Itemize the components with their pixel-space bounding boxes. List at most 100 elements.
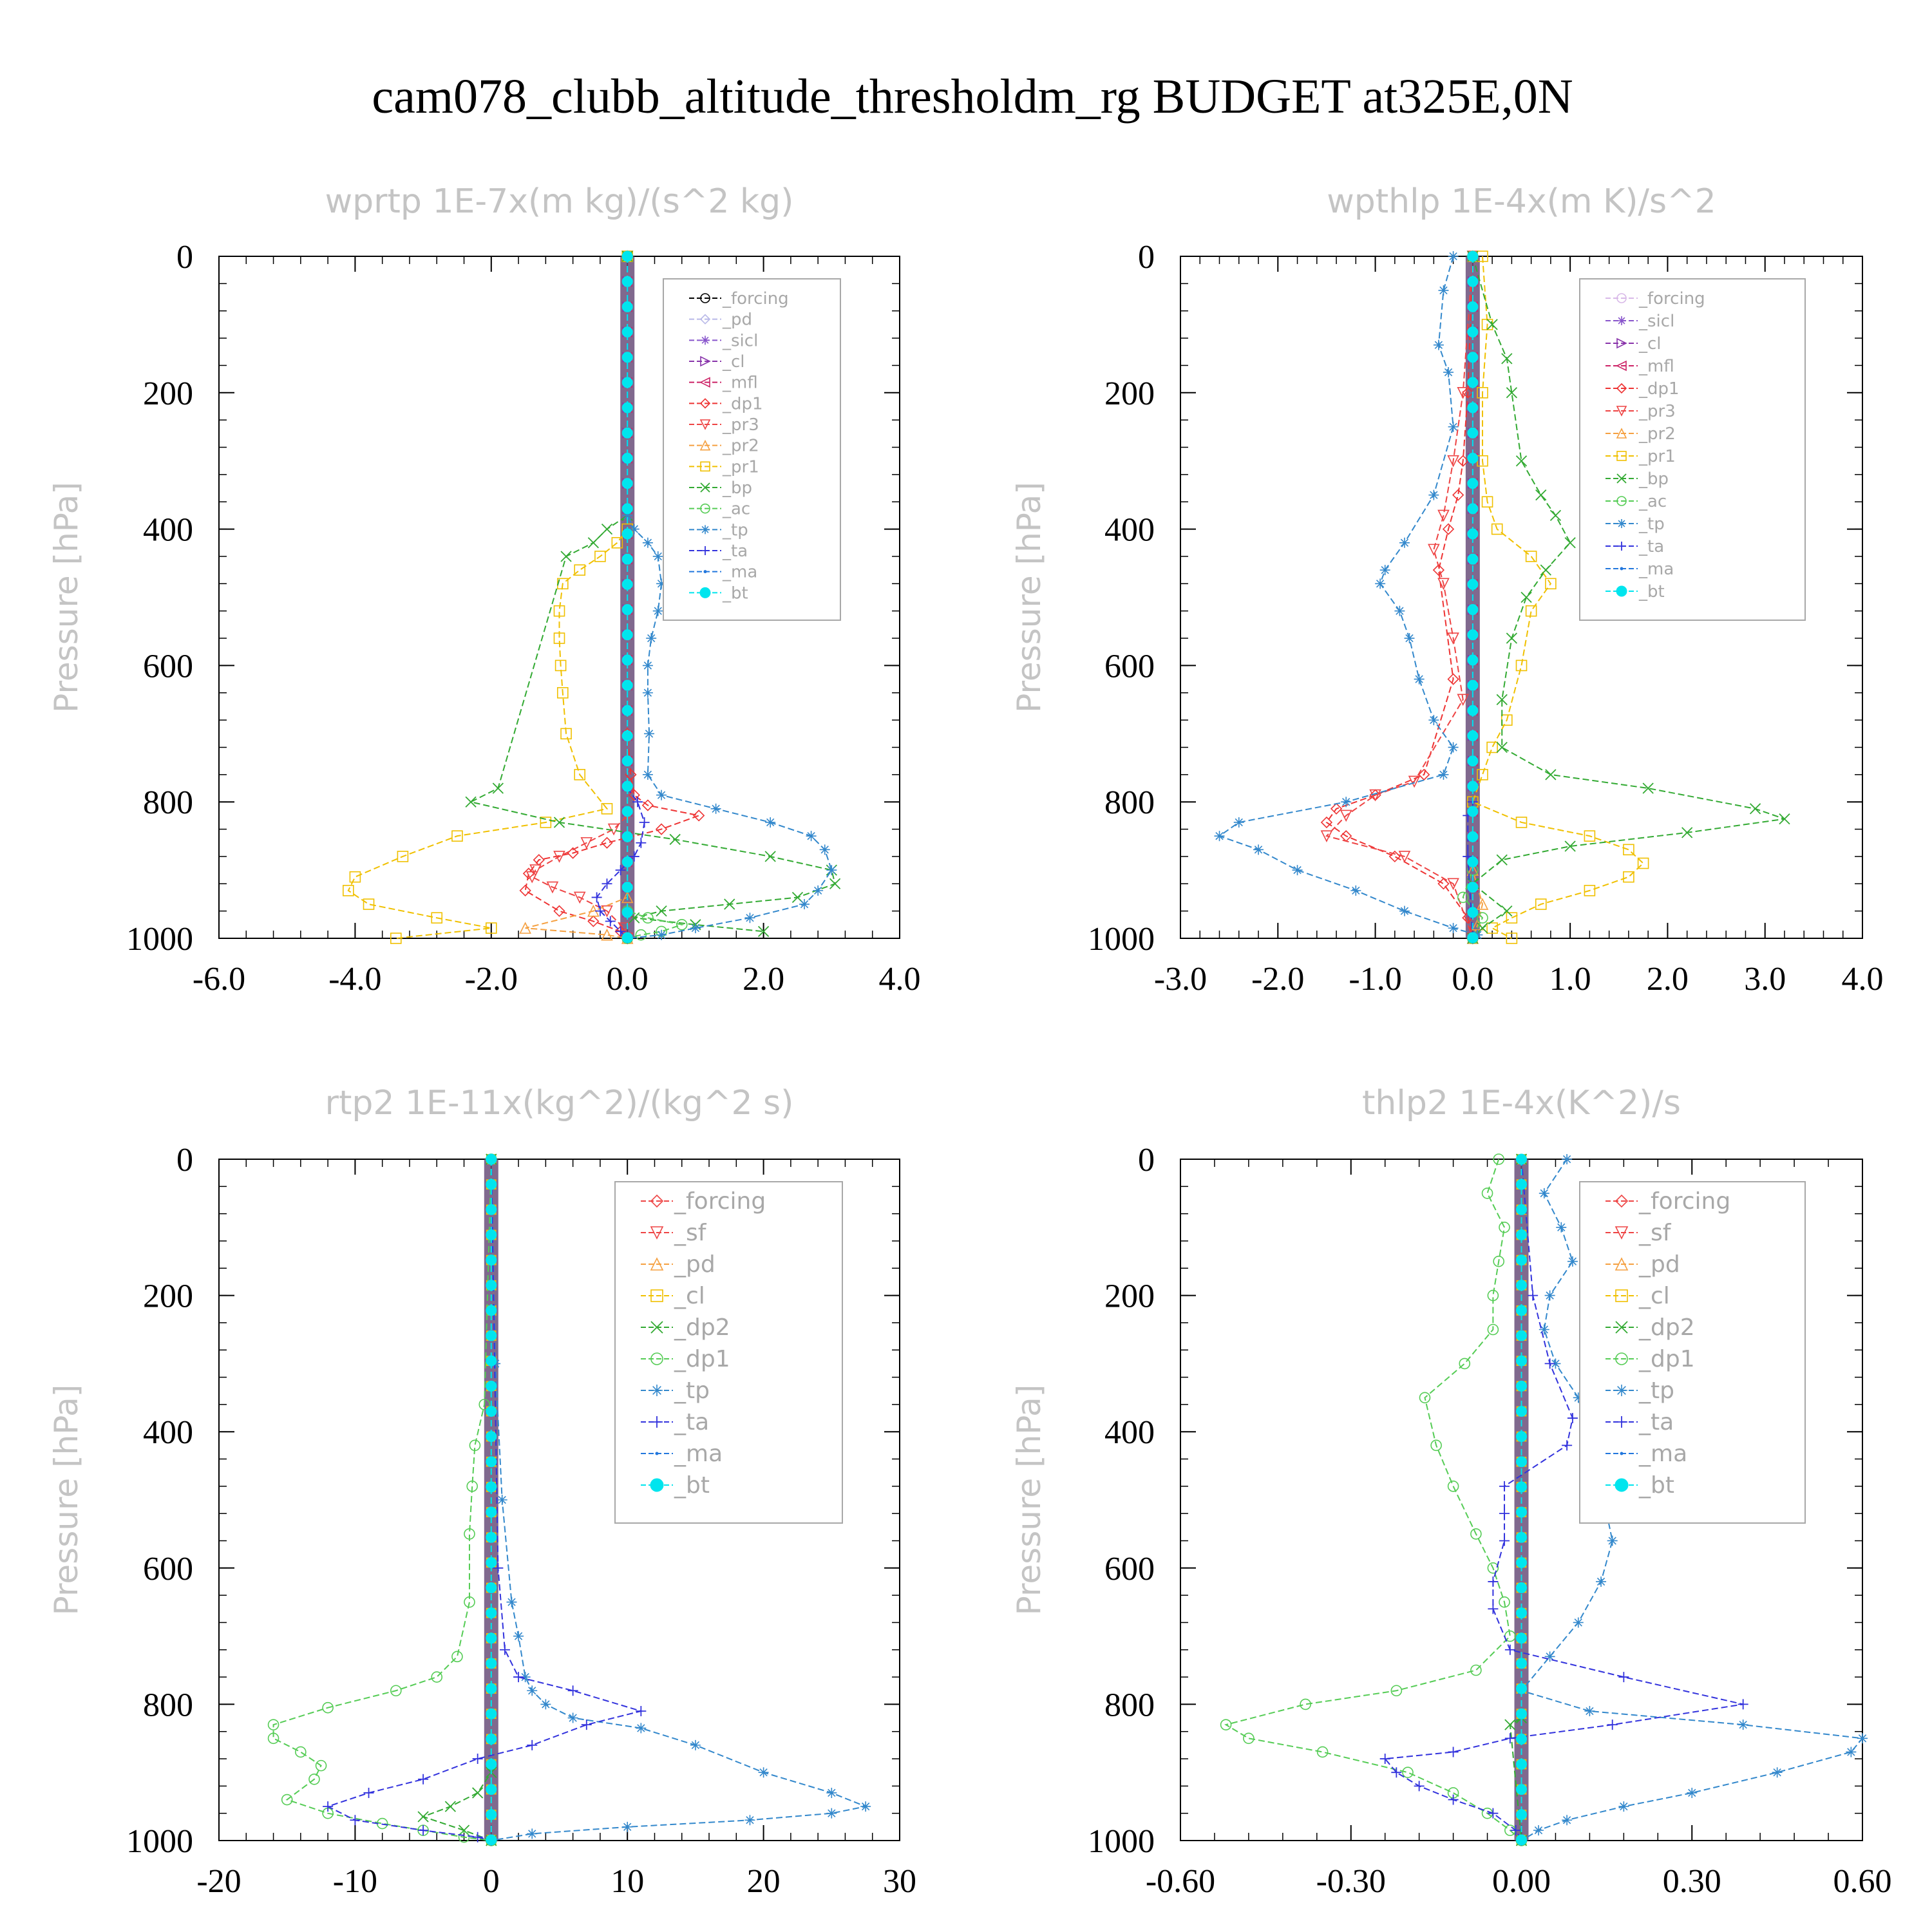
data-point [621, 705, 633, 716]
data-point [1388, 850, 1401, 863]
data-point [1504, 1733, 1515, 1744]
legend-item: _forcing [689, 289, 789, 308]
legend: _forcing _sf _pd _cl _dp2 _dp1 _tp _ta _ma _bt [614, 1181, 843, 1524]
data-point [1562, 1440, 1573, 1451]
data-point [469, 1439, 481, 1452]
data-point [1220, 1719, 1232, 1730]
legend-item: _sf [1605, 1220, 1672, 1246]
data-point [1687, 1787, 1698, 1798]
data-point [1516, 1305, 1527, 1316]
x-tick-label: -1.0 [1349, 961, 1401, 998]
y-axis-label: Pressure [hPa] [1010, 1385, 1048, 1616]
data-point [826, 1808, 837, 1819]
data-point [1418, 768, 1430, 781]
data-point [1544, 1358, 1555, 1369]
y-tick-label: 400 [143, 512, 193, 549]
legend-marker [703, 570, 707, 574]
data-point [615, 865, 626, 876]
legend-marker [1615, 1321, 1628, 1334]
data-point [1379, 565, 1390, 576]
data-point [451, 830, 463, 842]
data-point [1516, 1481, 1527, 1493]
data-point [1330, 802, 1343, 815]
y-tick-label: 1000 [126, 921, 193, 958]
data-point [486, 1355, 497, 1367]
data-point [1467, 553, 1479, 565]
data-point [621, 891, 634, 904]
data-point [1515, 817, 1528, 828]
series-pr1 [1467, 251, 1649, 944]
legend-marker [650, 1321, 663, 1334]
data-point [601, 523, 613, 535]
data-point [621, 452, 633, 464]
legend-item: _forcing [641, 1188, 766, 1215]
legend-marker [700, 482, 710, 493]
legend-label: _pd [674, 1251, 715, 1278]
legend-marker [650, 1194, 664, 1208]
legend-item: _tp [1605, 1378, 1674, 1404]
x-tick-label: -2.0 [1251, 961, 1304, 998]
data-point [1467, 301, 1479, 312]
legend-label: _bp [722, 478, 752, 498]
data-point [621, 553, 633, 565]
data-point [267, 1719, 279, 1730]
data-point [1496, 854, 1508, 866]
y-tick-label: 200 [143, 1278, 193, 1315]
data-point [1488, 1808, 1499, 1819]
legend-marker [1616, 337, 1627, 349]
data-point [601, 928, 613, 941]
data-point [1516, 1633, 1527, 1644]
series-ta [591, 251, 650, 943]
y-tick-label: 0 [1138, 1142, 1155, 1179]
legend-marker [1615, 1257, 1629, 1271]
data-point [1467, 503, 1479, 515]
data-point [642, 769, 653, 780]
data-point [472, 1832, 483, 1842]
data-point [1573, 1392, 1584, 1403]
legend-marker [701, 525, 710, 535]
data-point [1516, 1280, 1527, 1291]
data-point [1414, 674, 1425, 685]
data-point [1467, 856, 1479, 867]
data-point [1486, 319, 1498, 330]
legend-marker [1617, 542, 1626, 551]
legend-marker [1615, 1352, 1628, 1365]
data-point [486, 1809, 497, 1821]
data-point [1467, 251, 1479, 262]
data-point [629, 524, 639, 535]
legend-label: _pr2 [1638, 424, 1676, 444]
legend-item: _pr3 [1605, 402, 1676, 421]
data-point [1467, 755, 1479, 767]
data-point [573, 891, 586, 904]
data-point [1467, 452, 1479, 464]
data-point [639, 817, 650, 828]
legend-item: _forcing [1605, 289, 1705, 308]
data-point [493, 1562, 504, 1573]
data-point [1481, 496, 1493, 508]
legend-marker [700, 503, 710, 514]
data-point [1472, 929, 1483, 940]
y-tick-label: 800 [1104, 784, 1155, 821]
series-bt [621, 251, 633, 943]
data-point [632, 797, 643, 808]
data-point [1408, 775, 1421, 788]
series-pr1 [343, 251, 634, 944]
data-point [1623, 871, 1634, 883]
legend-label: _sf [674, 1220, 707, 1246]
data-point [642, 660, 653, 671]
series-line [627, 256, 833, 939]
data-point [1214, 831, 1225, 842]
data-point [1243, 1732, 1255, 1745]
series-line [1383, 1159, 1743, 1841]
data-point [621, 478, 633, 489]
data-point [315, 1759, 327, 1772]
legend-label: _ma [1638, 1441, 1687, 1467]
legend-item: _ta [641, 1409, 709, 1435]
legend-label: _pd [722, 310, 752, 330]
data-point [1375, 578, 1386, 589]
data-point [486, 1633, 497, 1644]
data-point [764, 851, 776, 862]
legend-label: _forcing [1638, 289, 1705, 308]
legend-item: _ta [689, 542, 748, 561]
legend-label: _cl [674, 1283, 705, 1309]
